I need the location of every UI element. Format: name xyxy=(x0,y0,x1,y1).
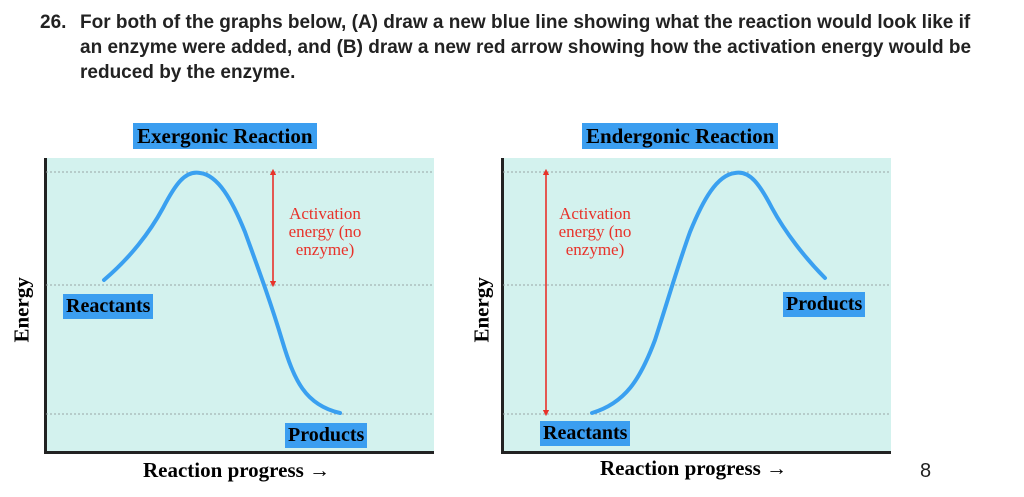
exergonic-x-label-text: Reaction progress xyxy=(143,458,304,482)
endergonic-activation-annotation: Activation energy (no enzyme) xyxy=(540,205,650,259)
endergonic-annotation-line-2: energy (no xyxy=(558,222,632,241)
exergonic-x-axis xyxy=(44,451,434,454)
exergonic-products-label: Products xyxy=(285,423,368,448)
endergonic-y-axis xyxy=(501,158,504,454)
exergonic-title: Exergonic Reaction xyxy=(133,123,317,149)
exergonic-reactants-label: Reactants xyxy=(63,294,154,319)
endergonic-x-arrow-icon: → xyxy=(766,456,788,480)
exergonic-annotation-line-1: Activation xyxy=(289,204,361,223)
endergonic-products-label: Products xyxy=(783,292,866,317)
exergonic-activation-annotation: Activation energy (no enzyme) xyxy=(270,205,380,259)
page-number: 8 xyxy=(920,460,932,482)
question-number: 26. xyxy=(40,12,67,33)
endergonic-annotation-line-1: Activation xyxy=(559,204,631,223)
endergonic-reactants-label: Reactants xyxy=(540,421,631,446)
endergonic-reaction-curve xyxy=(590,170,827,415)
exergonic-x-arrow-icon: → xyxy=(309,458,331,482)
endergonic-x-label: Reaction progress → xyxy=(600,456,787,481)
exergonic-x-label: Reaction progress → xyxy=(143,458,330,483)
endergonic-annotation-line-3: enzyme) xyxy=(565,240,625,259)
endergonic-title: Endergonic Reaction xyxy=(582,123,779,149)
exergonic-reaction-curve xyxy=(102,170,342,415)
question-text: For both of the graphs below, (A) draw a… xyxy=(80,12,972,83)
endergonic-x-label-text: Reaction progress xyxy=(600,456,761,480)
exergonic-annotation-line-3: enzyme) xyxy=(295,240,355,259)
endergonic-x-axis xyxy=(501,451,891,454)
question: 26. For both of the graphs below, (A) dr… xyxy=(40,10,980,85)
exergonic-y-axis xyxy=(44,158,47,454)
exergonic-annotation-line-2: energy (no xyxy=(288,222,362,241)
